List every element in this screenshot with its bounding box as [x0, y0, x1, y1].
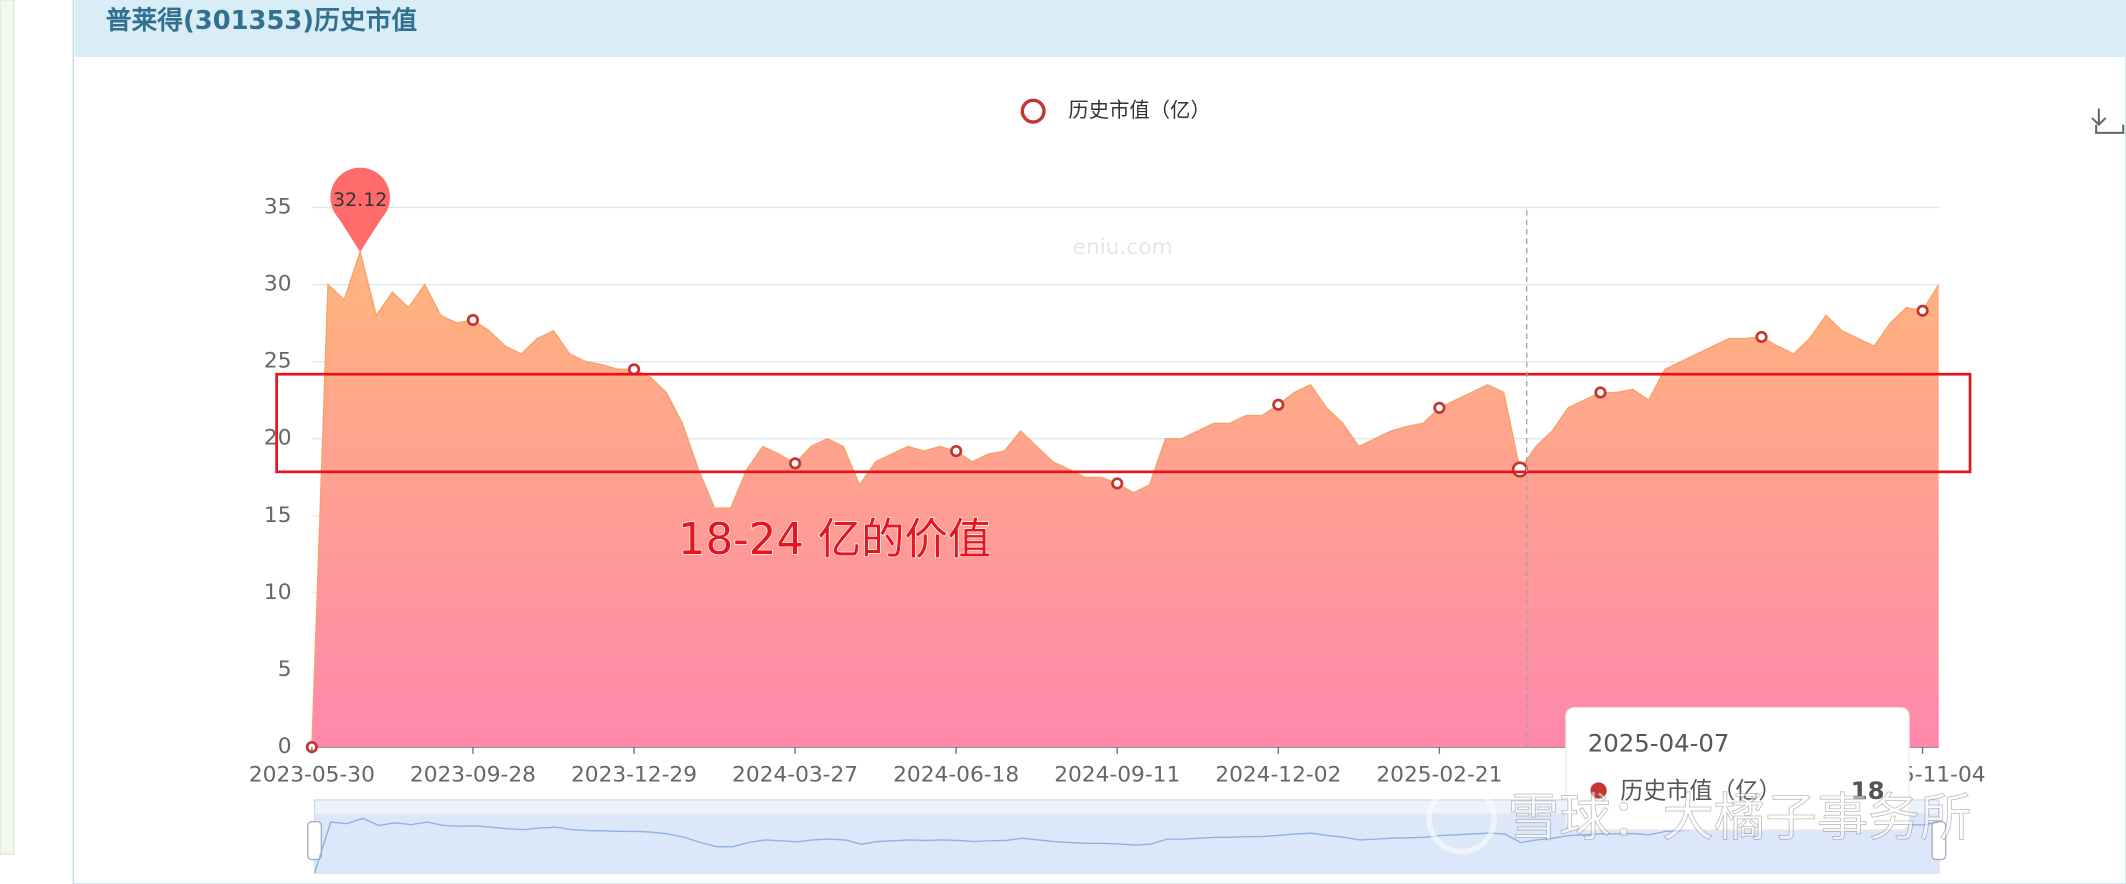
side-panel [0, 0, 15, 855]
credit-text: 雪球：大橘子事务所 [1508, 789, 1972, 849]
y-tick-label: 0 [278, 734, 292, 759]
point [1272, 398, 1285, 411]
point [1433, 401, 1446, 414]
point [1511, 461, 1529, 478]
tooltip: 2025-04-07 历史市值（亿） 18 [1565, 707, 1910, 831]
panel-header [74, 0, 2126, 57]
x-tick-label: 2024-03-27 [732, 763, 858, 788]
zoom-handle[interactable] [307, 820, 323, 861]
x-tick-label: 2023-12-29 [571, 763, 697, 788]
legend-symbol[interactable] [1020, 98, 1046, 124]
point [627, 363, 641, 376]
y-tick-label: 5 [278, 657, 292, 682]
x-tick-label: 2024-12-02 [1215, 763, 1341, 788]
y-tick-label: 30 [264, 272, 292, 297]
point [1594, 386, 1607, 399]
point [1755, 330, 1768, 344]
point [1916, 304, 1929, 317]
watermark: eniu.com [1073, 235, 1173, 260]
download-icon[interactable] [2091, 108, 2125, 134]
zoom-handle[interactable] [1931, 820, 1947, 861]
point [466, 313, 480, 327]
y-tick-label: 35 [264, 194, 292, 219]
x-tick-label: 2024-06-18 [893, 763, 1019, 788]
tooltip-value: 18 [1851, 776, 1885, 805]
point [788, 457, 802, 470]
tooltip-dot [1590, 782, 1607, 799]
tooltip-series: 历史市值（亿） [1620, 778, 1781, 804]
zoom-line [313, 817, 1939, 874]
line [311, 249, 1940, 748]
credit: 雪球：大橘子事务所 [1426, 783, 1972, 855]
y-tick-label: 15 [264, 503, 292, 528]
annotation-box [275, 372, 1972, 474]
legend-label[interactable]: 历史市值（亿） [1068, 98, 1210, 122]
peak-pin [330, 167, 391, 252]
x-tick-label: 2025-02-21 [1376, 763, 1502, 788]
credit-logo [1426, 783, 1497, 855]
point [950, 444, 963, 458]
x-tick-label: 2023-05-30 [249, 763, 375, 788]
tooltip-date: 2025-04-07 [1588, 728, 1730, 757]
point [1111, 477, 1124, 490]
tooltip-box [1565, 707, 1910, 831]
x-tick-label: 2023-09-28 [410, 763, 536, 788]
x-tick-label: 2024-09-11 [1054, 763, 1180, 788]
annotation-text: 18-24 亿的价值 [678, 515, 991, 565]
y-tick-label: 25 [264, 349, 292, 374]
panel-title: 普莱得(301353)历史市值 [106, 5, 418, 36]
y-tick-label: 10 [264, 580, 292, 605]
area [311, 251, 1939, 748]
peak-label: 32.12 [333, 189, 387, 211]
